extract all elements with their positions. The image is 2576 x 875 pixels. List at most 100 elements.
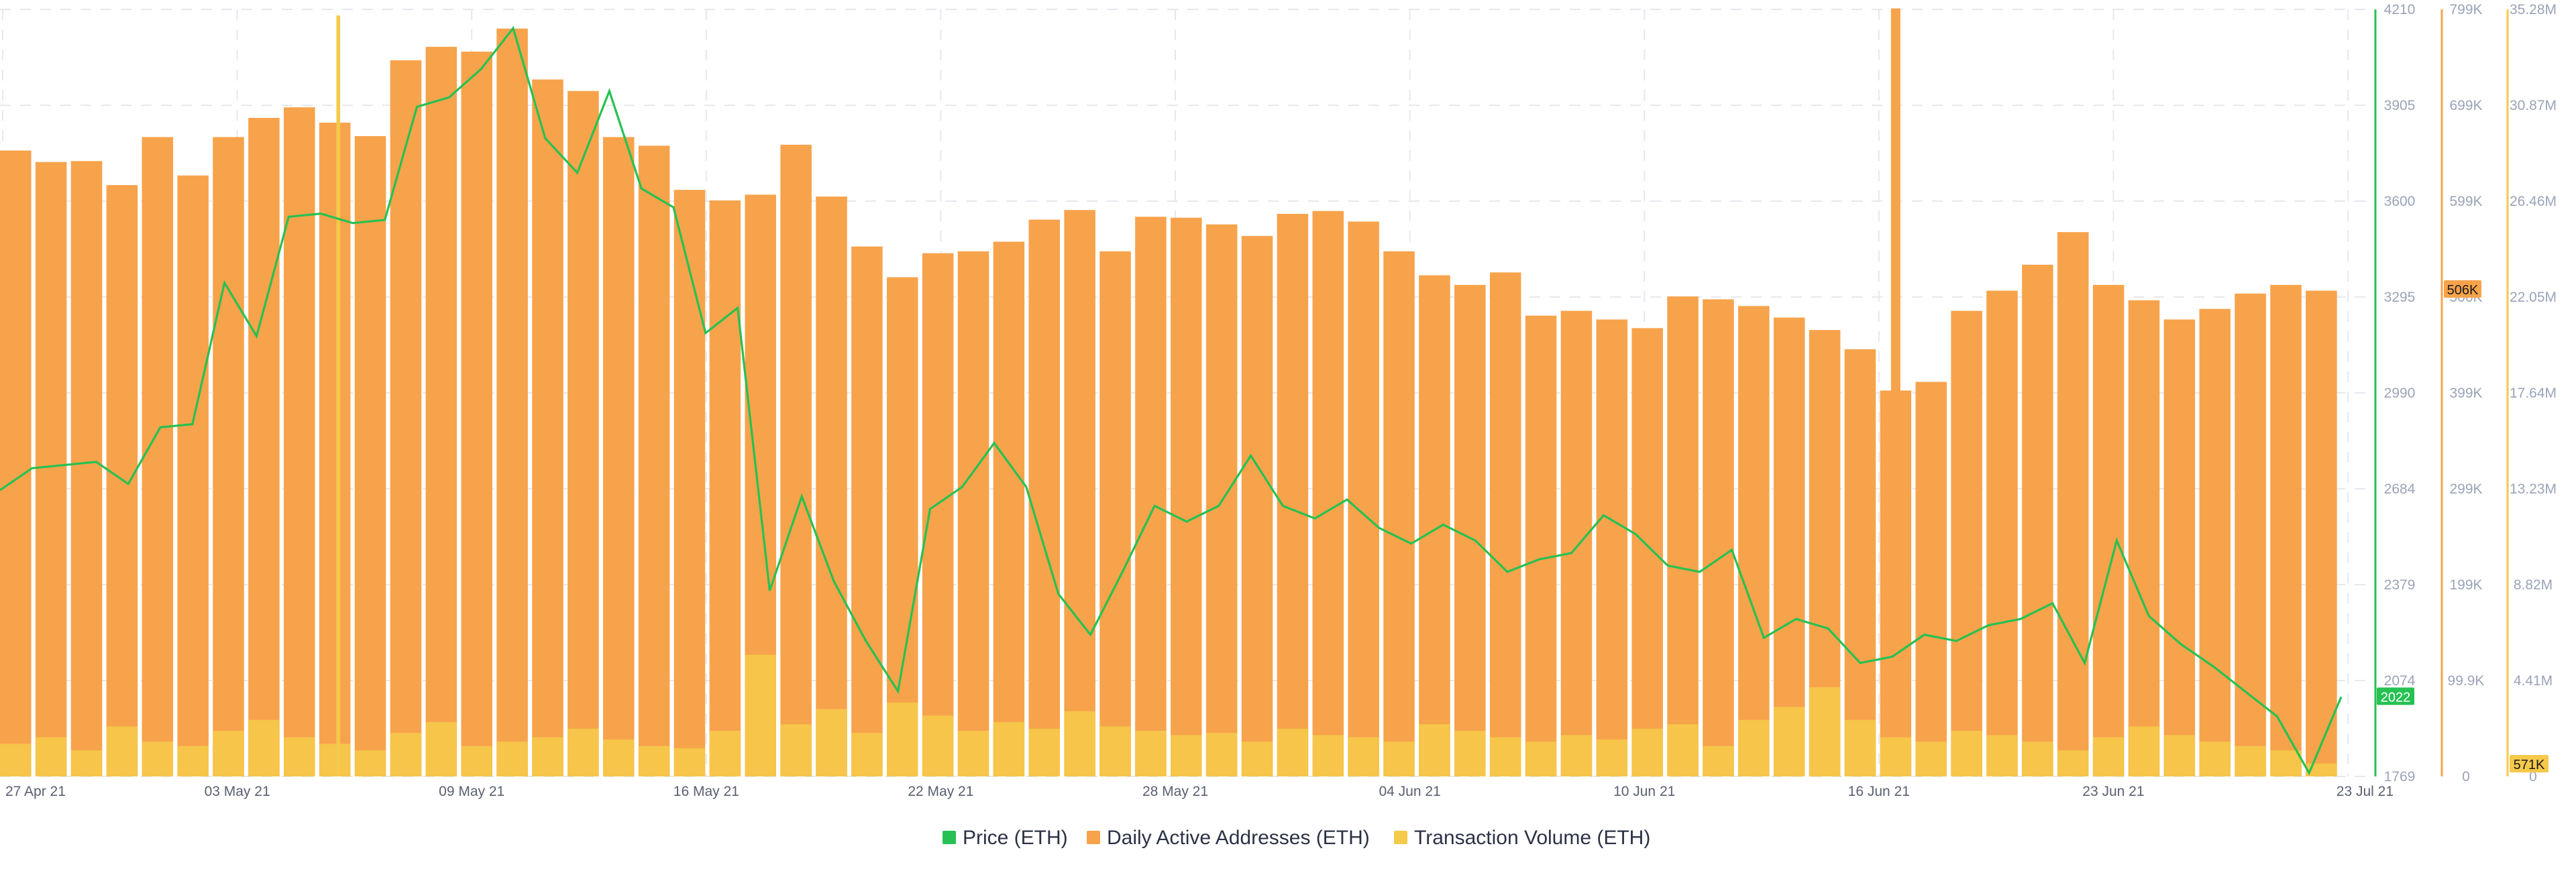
daa-bar bbox=[1099, 251, 1131, 776]
volume-bar bbox=[1348, 737, 1379, 776]
daa-bar bbox=[425, 46, 458, 776]
daa-bar bbox=[780, 144, 812, 777]
date-tick-label: 28 May 21 bbox=[1142, 784, 1208, 799]
volume-bar bbox=[568, 728, 599, 776]
date-tick-label: 27 Apr 21 bbox=[5, 784, 66, 799]
daa-bar bbox=[1703, 299, 1734, 776]
daa-tick-label: 199K bbox=[2449, 577, 2482, 593]
volume-bar bbox=[1915, 742, 1947, 776]
date-tick-label: 22 May 21 bbox=[908, 784, 973, 799]
legend-label[interactable]: Transaction Volume (ETH) bbox=[1414, 827, 1650, 849]
daa-tick-label: 399K bbox=[2449, 386, 2482, 401]
volume-bar bbox=[1135, 730, 1167, 776]
volume-tick-label: 30.87M bbox=[2510, 98, 2557, 113]
legend-square-icon bbox=[943, 831, 956, 844]
price-tick-label: 2074 bbox=[2384, 673, 2416, 689]
daa-bar bbox=[957, 251, 989, 776]
daa-bar bbox=[1135, 217, 1167, 776]
daa-bar bbox=[886, 277, 918, 776]
volume-bar bbox=[1880, 737, 1912, 776]
volume-bars bbox=[0, 15, 2337, 777]
volume-bar bbox=[816, 709, 847, 776]
volume-bar bbox=[2092, 737, 2125, 776]
volume-bar bbox=[390, 733, 422, 776]
daa-bar bbox=[2092, 284, 2125, 776]
daa-bar bbox=[1383, 251, 1415, 776]
volume-bar bbox=[1738, 719, 1770, 776]
volume-bar bbox=[1383, 742, 1415, 776]
price-tick-label: 3295 bbox=[2384, 290, 2416, 305]
daa-bar bbox=[851, 246, 883, 776]
volume-bar bbox=[2235, 746, 2266, 776]
volume-tick-label: 22.05M bbox=[2510, 290, 2557, 305]
volume-bar bbox=[35, 737, 67, 776]
volume-bar bbox=[957, 730, 989, 776]
volume-bar bbox=[1171, 735, 1202, 776]
volume-bar bbox=[851, 733, 883, 776]
price-tick-label: 1769 bbox=[2384, 769, 2416, 784]
legend-label[interactable]: Daily Active Addresses (ETH) bbox=[1107, 827, 1370, 849]
daa-bar bbox=[2306, 290, 2337, 776]
daa-bar bbox=[284, 107, 315, 777]
daa-bar bbox=[1064, 210, 1095, 777]
daa-bar bbox=[993, 241, 1025, 776]
legend-label[interactable]: Price (ETH) bbox=[963, 827, 1068, 849]
volume-bar bbox=[1277, 728, 1309, 776]
daa-tick-label: 299K bbox=[2449, 481, 2482, 497]
daa-tick-label: 99.9K bbox=[2448, 673, 2485, 689]
daa-bar bbox=[1277, 213, 1309, 777]
volume-bar bbox=[993, 721, 1025, 776]
daa-bar bbox=[532, 79, 564, 777]
volume-bar bbox=[922, 715, 954, 776]
volume-tick-label: 26.46M bbox=[2510, 194, 2557, 209]
daa-bar bbox=[2270, 284, 2302, 776]
volume-tick-label: 35.28M bbox=[2510, 2, 2557, 17]
daa-tick-label: 0 bbox=[2462, 769, 2470, 784]
volume-spike-bar bbox=[336, 15, 341, 777]
daa-bar bbox=[0, 150, 32, 777]
date-tick-label: 16 May 21 bbox=[674, 784, 739, 799]
daa-tick-label: 599K bbox=[2449, 194, 2482, 209]
volume-bar bbox=[177, 746, 209, 776]
volume-bar bbox=[709, 730, 741, 776]
legend: Price (ETH) Daily Active Addresses (ETH) T… bbox=[943, 827, 1650, 849]
daa-bar bbox=[248, 117, 280, 776]
volume-tick-label: 8.82M bbox=[2514, 577, 2553, 593]
volume-tick-label: 0 bbox=[2529, 769, 2537, 784]
price-tick-label: 2684 bbox=[2384, 481, 2416, 497]
volume-bar bbox=[213, 730, 244, 776]
volume-bar bbox=[1703, 746, 1734, 776]
volume-bar bbox=[1454, 730, 1486, 776]
date-tick-label: 03 May 21 bbox=[205, 784, 270, 799]
price-marker-bg bbox=[2377, 687, 2414, 705]
volume-bar bbox=[2199, 742, 2231, 776]
price-line-group bbox=[0, 25, 2343, 776]
legend-square-icon bbox=[1087, 831, 1100, 844]
volume-bar bbox=[674, 748, 706, 776]
volume-bar bbox=[2128, 726, 2160, 776]
volume-bar bbox=[780, 724, 812, 776]
price-tick-label: 3600 bbox=[2384, 194, 2416, 209]
daa-bar bbox=[1738, 306, 1770, 776]
volume-bar bbox=[2163, 735, 2196, 776]
volume-bar bbox=[2057, 750, 2089, 776]
volume-bar bbox=[142, 742, 174, 776]
daa-bars bbox=[0, 8, 2337, 777]
daa-bar bbox=[2199, 308, 2231, 776]
daa-bar bbox=[568, 91, 599, 776]
volume-bar bbox=[745, 654, 776, 776]
daa-bar bbox=[1312, 211, 1344, 776]
volume-bar bbox=[319, 744, 351, 776]
daa-bar bbox=[816, 196, 847, 777]
daa-bar bbox=[461, 51, 492, 776]
volume-bar bbox=[2306, 763, 2337, 776]
volume-bar bbox=[602, 739, 635, 776]
daa-bar bbox=[319, 122, 351, 777]
volume-bar bbox=[2022, 742, 2053, 776]
daa-spike-bar bbox=[1890, 8, 1900, 776]
daa-bar bbox=[35, 162, 67, 777]
volume-bar bbox=[1951, 730, 1982, 776]
volume-bar bbox=[1099, 726, 1131, 776]
daa-bar bbox=[2128, 300, 2160, 776]
